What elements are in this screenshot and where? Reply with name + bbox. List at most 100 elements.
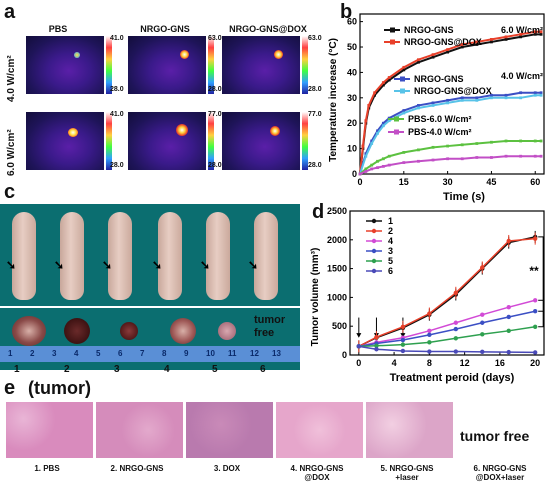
chart-b-point: [387, 119, 391, 123]
chart-d-legend-label: 6: [388, 266, 393, 276]
col-head-pbs: PBS: [48, 24, 68, 34]
panel-letter-b: b: [340, 1, 353, 23]
chart-b-legend-label: NRGO-GNS@DOX: [404, 37, 482, 47]
chart-b-point: [370, 139, 374, 143]
ruler-number: 2: [30, 349, 35, 358]
chart-b-xlabel: Time (s): [443, 191, 485, 203]
col-head-nrgo-gns: NRGO-GNS: [140, 24, 190, 34]
chart-b-point: [370, 167, 374, 171]
histology-label-5: 5. NRGO-GNS +laser: [380, 464, 434, 482]
chart-b-point: [417, 58, 420, 62]
chart-b-series-line: [359, 155, 542, 175]
ruler-number: 4: [74, 349, 79, 358]
mouse-1: ➘: [4, 206, 44, 306]
chart-d-point: [480, 349, 485, 355]
chart-d-point: [453, 336, 459, 341]
chart-d-legend-label: 4: [388, 236, 393, 246]
chart-b-ytick-label: 20: [347, 118, 357, 128]
chart-d-legend-marker: [371, 218, 377, 224]
mouse-label: 1: [14, 364, 20, 375]
chart-b-series-line: [359, 139, 542, 175]
chart-b-point: [460, 96, 464, 100]
chart-d-legend-label: 5: [388, 256, 393, 266]
chart-b-frame: [359, 13, 545, 175]
thermal-image-nrgo-4w: [128, 36, 206, 94]
chart-b-point: [475, 43, 479, 46]
ruler-number: 5: [96, 349, 101, 358]
chart-b-ylabel: Temperature increase (°C): [328, 38, 339, 162]
ruler-number: 8: [162, 349, 167, 358]
chart-b-ytick-label: 50: [347, 42, 357, 52]
mouse-3: ➘: [100, 206, 140, 306]
chart-b-point: [504, 93, 508, 97]
colorbar-2-max: 63.0: [208, 35, 222, 42]
colorbar-3-max: 63.0: [308, 35, 322, 42]
chart-d-arrow-head: [356, 333, 362, 338]
chart-b-annot-4: 4.0 W/cm²: [501, 71, 543, 81]
chart-b-point: [431, 158, 435, 162]
chart-b-legend-label: NRGO-GNS: [404, 25, 454, 35]
chart-b-point: [402, 111, 406, 115]
panel-letter-e: e: [4, 377, 16, 399]
chart-b-point: [364, 119, 368, 123]
chart-d-point: [506, 349, 511, 355]
chart-b-series-line: [359, 33, 542, 175]
chart-b-point: [446, 50, 450, 54]
histology-label-2: 2. NRGO-GNS: [110, 464, 164, 473]
chart-d-point: [480, 320, 485, 325]
colorbar-3: [302, 36, 308, 94]
chart-d-legend-marker: [371, 238, 377, 244]
chart-b-point: [490, 96, 493, 100]
chart-b-point: [533, 32, 537, 36]
chart-b-point: [373, 93, 377, 97]
chart-b-point: [533, 154, 537, 158]
chart-b-point: [381, 121, 385, 125]
ruler-number: 7: [140, 349, 145, 358]
chart-b-point: [490, 40, 493, 44]
chart-b-point: [446, 48, 450, 51]
chart-b-point: [533, 30, 537, 34]
histology-pbs: [6, 402, 93, 458]
chart-d-point: [400, 348, 406, 354]
chart-d-point: [356, 344, 362, 349]
mouse-5: ➘: [198, 206, 238, 306]
ruler-number: 13: [272, 349, 281, 358]
chart-b-ytick-label: 40: [347, 67, 357, 77]
chart-b-point: [381, 83, 385, 87]
chart-b-point: [387, 76, 391, 79]
colorbar-5-max: 77.0: [208, 111, 222, 118]
chart-d-xtick-label: 4: [392, 358, 397, 368]
chart-b-point: [446, 101, 450, 105]
chart-d-ylabel: Tumor volume (mm³): [310, 248, 321, 347]
chart-b-point: [376, 131, 379, 135]
chart-d-xtick-label: 16: [495, 358, 505, 368]
chart-d-series-line: [358, 345, 536, 354]
chart-d-point: [532, 324, 538, 329]
colorbar-3-min: 28.0: [308, 86, 322, 93]
chart-b-point: [539, 32, 543, 36]
chart-b-annot-6: 6.0 W/cm²: [501, 25, 543, 35]
chart-b-xtick-label: 30: [443, 177, 453, 187]
chart-d-ytick-label: 500: [332, 321, 347, 331]
chart-b-point: [358, 172, 362, 176]
chart-b-point: [504, 139, 508, 143]
temperature-chart: 0 15 30 45 60 0 10 20 30 40 50 60 NRGO-GNS NRGO-GNS@D…: [328, 13, 545, 203]
chart-d-xtick-label: 20: [530, 358, 540, 368]
chart-d-bracket: [538, 236, 544, 328]
chart-d-ytick-label: 1500: [327, 264, 347, 274]
chart-b-point: [364, 170, 368, 173]
colorbar-6: [302, 112, 308, 170]
chart-b-legend-label: NRGO-GNS@DOX: [414, 86, 492, 96]
chart-b-point: [504, 154, 508, 158]
chart-b-point: [387, 163, 391, 167]
chart-d-point: [480, 265, 485, 270]
chart-d-ytick-label: 0: [342, 350, 347, 360]
tumor-3: [120, 322, 138, 340]
chart-b-point: [402, 151, 406, 154]
ruler: 1 2 3 4 5 6 7 8 9 10 11 12 13: [0, 346, 300, 362]
chart-d-point: [453, 320, 459, 325]
thermal-image-pbs-4w: [26, 36, 104, 94]
col-head-nrgo-gns-dox: NRGO-GNS@DOX: [229, 24, 307, 34]
colorbar-2-min: 28.0: [208, 86, 222, 93]
